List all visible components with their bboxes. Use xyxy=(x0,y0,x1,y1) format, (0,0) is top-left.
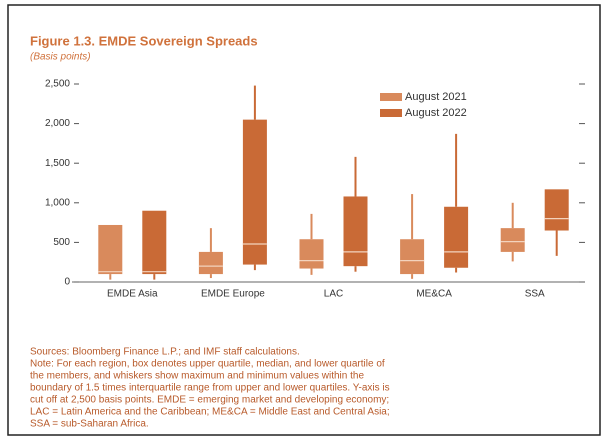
box xyxy=(242,119,267,265)
box xyxy=(444,206,469,268)
legend-swatch xyxy=(380,109,402,117)
y-tick-label: 2,000 xyxy=(45,118,70,129)
box xyxy=(299,239,324,269)
y-tick-label: 2,500 xyxy=(45,79,70,90)
box xyxy=(400,239,425,275)
x-tick-label: SSA xyxy=(525,289,545,300)
y-tick-label: 500 xyxy=(53,237,70,248)
y-tick-label: 1,500 xyxy=(45,158,70,169)
legend-label: August 2022 xyxy=(405,107,467,119)
box xyxy=(500,228,525,252)
note: Note: For each region, box denotes upper… xyxy=(30,359,385,370)
x-tick-label: ME&CA xyxy=(416,289,452,300)
box xyxy=(142,210,167,275)
legend-swatch xyxy=(380,93,402,101)
x-tick-label: EMDE Europe xyxy=(201,289,265,300)
note: the members, and whiskers show maximum a… xyxy=(30,371,364,382)
x-tick-label: EMDE Asia xyxy=(107,289,158,300)
frame xyxy=(7,4,601,436)
y-tick-label: 1,000 xyxy=(45,197,70,208)
note: Sources: Bloomberg Finance L.P.; and IMF… xyxy=(30,347,300,358)
legend-label: August 2021 xyxy=(405,91,467,103)
note: LAC = Latin America and the Caribbean; M… xyxy=(30,407,390,418)
x-tick-label: LAC xyxy=(324,289,343,300)
box xyxy=(343,196,368,267)
box xyxy=(98,224,123,275)
chart-subtitle: (Basis points) xyxy=(30,52,91,63)
note: boundary of 1.5 times interquartile rang… xyxy=(30,383,390,394)
y-tick-label: 0 xyxy=(64,277,70,288)
box xyxy=(544,189,569,231)
box xyxy=(198,251,223,275)
note: cut off at 2,500 basis points. EMDE = em… xyxy=(30,395,389,406)
chart-title: Figure 1.3. EMDE Sovereign Spreads xyxy=(30,33,258,48)
note: SSA = sub-Saharan Africa. xyxy=(30,419,149,430)
